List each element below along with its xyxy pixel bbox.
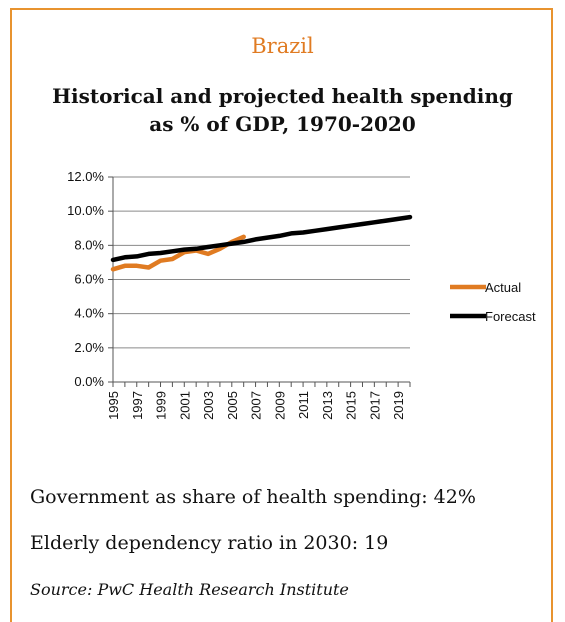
x-tick-label: 2011 [296, 391, 311, 419]
y-tick-label: 12.0% [67, 169, 104, 184]
y-tick-label: 4.0% [74, 306, 104, 321]
y-tick-label: 8.0% [74, 237, 104, 252]
x-tick-label: 1999 [154, 391, 169, 420]
country-label: Brazil [251, 34, 314, 58]
x-tick-label: 1995 [106, 391, 121, 420]
y-tick-label: 0.0% [74, 374, 104, 389]
source-text: Source: PwC Health Research Institute [30, 580, 349, 599]
x-tick-label: 2009 [272, 391, 287, 420]
series-line-actual [110, 234, 246, 272]
y-tick-label: 6.0% [74, 272, 104, 287]
x-tick-label: 2003 [201, 391, 216, 420]
x-tick-label: 2019 [391, 391, 406, 420]
x-tick-label: 1997 [130, 391, 145, 420]
chart-title-line1: Historical and projected health spending [52, 84, 513, 108]
y-tick-label: 10.0% [67, 203, 104, 218]
x-tick-label: 2013 [320, 391, 335, 420]
chart-title-line2: as % of GDP, 1970-2020 [149, 112, 416, 136]
line-chart: 0.0% 2.0% 4.0% 6.0% 8.0% 10.0% 12.0% 1995 1997 19… [67, 169, 536, 420]
x-tick-label: 2005 [225, 391, 240, 420]
x-tick-label: 2001 [177, 391, 192, 420]
x-tick-label: 2017 [367, 391, 382, 420]
chart-title: Historical and projected health spending… [12, 82, 553, 138]
y-tick-label: 2.0% [74, 340, 104, 355]
government-share-text: Government as share of health spending: … [30, 486, 476, 508]
x-tick-label: 2007 [249, 391, 264, 420]
x-tick-label: 2015 [344, 391, 359, 420]
elderly-ratio-text: Elderly dependency ratio in 2030: 19 [30, 532, 389, 554]
chart-card: Brazil Historical and projected health s… [10, 8, 553, 622]
legend-label-actual: Actual [485, 280, 521, 295]
series-line-forecast [110, 214, 413, 263]
legend-label-forecast: Forecast [485, 309, 536, 324]
